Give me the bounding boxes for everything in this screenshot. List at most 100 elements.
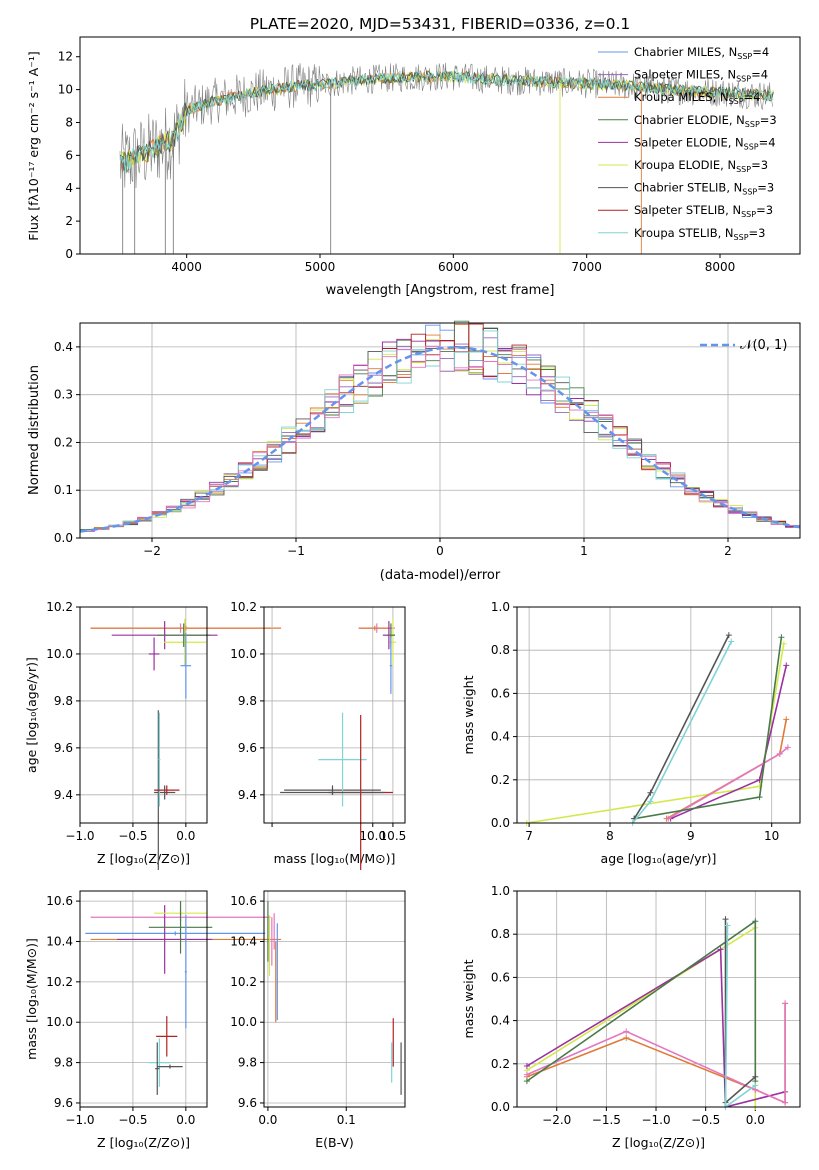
age_vs_mass-xtick-label: 10.5: [380, 829, 407, 843]
age_vs_mass-ytick-label: 9.8: [238, 694, 257, 708]
spectrum-ylabel: Flux [fλ10⁻¹⁷ erg cm⁻² s⁻¹ A⁻¹]: [26, 51, 41, 240]
weight_vs_age-xtick-label: 8: [606, 829, 614, 843]
weight_vs_Z-xtick-label: −2.0: [542, 1113, 571, 1127]
spectrum-lines: [119, 62, 774, 254]
age_vs_mass-ytick-label: 10.2: [230, 600, 257, 614]
legend-entry-2: Kroupa MILES, NSSP=4: [634, 90, 760, 106]
mass_vs_EBV-ytick-label: 9.8: [238, 1056, 257, 1070]
residual-xtick-label: 1: [580, 544, 588, 558]
spectrum-xlabel: wavelength [Angstrom, rest frame]: [326, 283, 555, 298]
age_vs_mass-ytick-label: 9.6: [238, 741, 257, 755]
legend-entry-0: Chabrier MILES, NSSP=4: [634, 45, 769, 61]
residual-xtick-label: −1: [287, 544, 305, 558]
mass_vs_EBV-xtick-label: 0.0: [258, 1113, 277, 1127]
mass-vs-Z-panel: −1.0 −0.5 0.09.69.810.010.210.410.6Z [log₁…: [24, 890, 282, 1150]
age_vs_mass-ytick-label: 9.4: [238, 788, 257, 802]
weight_vs_age-marks: [523, 632, 791, 826]
age_vs_mass-xtick-label: 10.0: [359, 829, 386, 843]
weight_vs_age-xtick-label: 7: [525, 829, 533, 843]
mass_vs_Z-ytick-label: 9.8: [54, 1056, 73, 1070]
weight_vs_age-ytick-label: 0.8: [491, 643, 510, 657]
weight_vs_Z-ytick-label: 1.0: [491, 884, 510, 898]
mass_vs_Z-xtick-label: 0.0: [176, 1113, 195, 1127]
weight-z-line-1: [526, 947, 786, 1109]
mass_vs_Z-marks: [85, 901, 282, 1095]
mass_vs_Z-xtick-label: −1.0: [65, 1113, 94, 1127]
age_vs_Z-ytick-label: 9.4: [54, 788, 73, 802]
residual-ytick-label: 0.4: [54, 340, 73, 354]
age_vs_Z-xtick-label: 0.0: [176, 829, 195, 843]
age_vs_mass-xlabel: mass [log₁₀(M/M⊙)]: [274, 851, 396, 866]
weight_vs_Z-xtick-label: −1.0: [641, 1113, 670, 1127]
mass_vs_Z-ytick-label: 10.2: [46, 975, 73, 989]
age_vs_Z-ytick-label: 10.2: [46, 600, 73, 614]
legend-entry-3: Chabrier ELODIE, NSSP=3: [634, 113, 777, 129]
weight-z-line-6-marker-0: [724, 922, 731, 929]
spectrum-data-line: [119, 62, 774, 189]
weight_vs_age-ytick-label: 0.6: [491, 686, 510, 700]
weight_vs_age-ytick-label: 0.2: [491, 773, 510, 787]
mass_vs_EBV-xtick-label: 0.1: [337, 1113, 356, 1127]
weight-age-line-4-marker-2: [778, 634, 785, 641]
residual-panel: −2 −1 0 1 2 0.0 0.1 0.2 0.3 0.4 (data-model)/erro…: [27, 320, 801, 583]
mass_vs_Z-xlabel: Z [log₁₀(Z/Z⊙)]: [97, 1135, 190, 1150]
mass_vs_EBV-marks: [267, 901, 402, 1095]
mass_vs_EBV-ytick-label: 10.4: [230, 934, 257, 948]
weight-age-line-2-marker-2: [783, 716, 790, 723]
weight-z-line-3-marker-3: [782, 1099, 789, 1106]
weight_vs_age-ytick-label: 1.0: [491, 600, 510, 614]
weight_vs_Z-xtick-label: −1.5: [592, 1113, 621, 1127]
weight_vs_age-ytick-label: 0.0: [491, 816, 510, 830]
weight-z-line-1-marker-1: [717, 946, 724, 953]
spectrum-xtick-label: 4000: [171, 260, 202, 274]
spectrum-ytick-label: 2: [65, 214, 73, 228]
mass_vs_Z-ytick-label: 10.4: [46, 934, 73, 948]
weight-age-line-3-marker-2: [784, 744, 791, 751]
weight_vs_Z-ytick-label: 0.0: [491, 1100, 510, 1114]
residual-xlabel: (data-model)/error: [380, 568, 501, 583]
residual-ytick-label: 0.3: [54, 388, 73, 402]
age_vs_Z-marks: [90, 618, 282, 870]
spectrum-xtick-label: 8000: [705, 260, 736, 274]
mass_vs_EBV-ytick-label: 9.6: [238, 1096, 257, 1110]
age_vs_Z-xtick-label: −0.5: [118, 829, 147, 843]
mass_vs_EBV-ytick-label: 10.6: [230, 894, 257, 908]
mass_vs_Z-ylabel: mass [log₁₀(M/M⊙)]: [24, 938, 39, 1060]
mass_vs_EBV-frame: [263, 890, 406, 1108]
weight_vs_Z-ytick-label: 0.6: [491, 970, 510, 984]
weight_vs_Z-ytick-label: 0.8: [491, 927, 510, 941]
weight-z-line-4-marker-0: [523, 1078, 530, 1085]
weight-age-line-4-marker-1: [756, 794, 763, 801]
mass_vs_EBV-ytick-label: 10.2: [230, 975, 257, 989]
weight_vs_Z-ytick-label: 0.4: [491, 1014, 510, 1028]
age_vs_mass-ytick-label: 10.0: [230, 647, 257, 661]
legend-entry-8: Kroupa STELIB, NSSP=3: [634, 226, 765, 242]
spectrum-ticks: 4000 5000 6000 7000 8000 0 2 4 6 8 10 12: [58, 50, 736, 274]
residual-xtick-label: 2: [724, 544, 732, 558]
spectrum-xtick-label: 7000: [571, 260, 602, 274]
mass_vs_Z-ytick-label: 10.0: [46, 1015, 73, 1029]
mass_vs_EBV-ytick-label: 10.0: [230, 1015, 257, 1029]
weight_vs_Z-marks: [523, 916, 789, 1110]
legend-entry-5: Kroupa ELODIE, NSSP=3: [634, 158, 768, 174]
legend-entry-1: Salpeter MILES, NSSP=4: [634, 68, 768, 84]
mass_vs_Z-ytick-label: 10.6: [46, 894, 73, 908]
residual-histogram-9: [80, 345, 800, 533]
weight_vs_Z-ytick-label: 0.2: [491, 1057, 510, 1071]
weight-vs-Z-panel: −2.0 −1.5 −1.0 −0.5 0.0 0.0 0.2 0.4 0.6 0.8 1.0 Z […: [461, 884, 801, 1150]
residual-legend-label: 𝒩(0, 1): [740, 338, 787, 353]
age_vs_mass-marks: [280, 618, 397, 870]
weight-z-line-4-marker-1: [752, 918, 759, 925]
spectrum-ytick-label: 6: [65, 148, 73, 162]
spectrum-panel: 4000 5000 6000 7000 8000 0 2 4 6 8 10 12 wavelength…: [26, 36, 801, 298]
weight-age-line-0-marker-2: [780, 640, 787, 647]
spectrum-xtick-label: 5000: [305, 260, 336, 274]
legend-entry-6: Chabrier STELIB, NSSP=3: [634, 181, 774, 197]
weight_vs_Z-xlabel: Z [log₁₀(Z/Z⊙)]: [612, 1135, 705, 1150]
age_vs_Z-xtick-label: −1.0: [65, 829, 94, 843]
residual-legend: 𝒩(0, 1): [700, 338, 787, 353]
residual-ytick-label: 0.1: [54, 483, 73, 497]
spectrum-model-line-4: [119, 70, 774, 173]
